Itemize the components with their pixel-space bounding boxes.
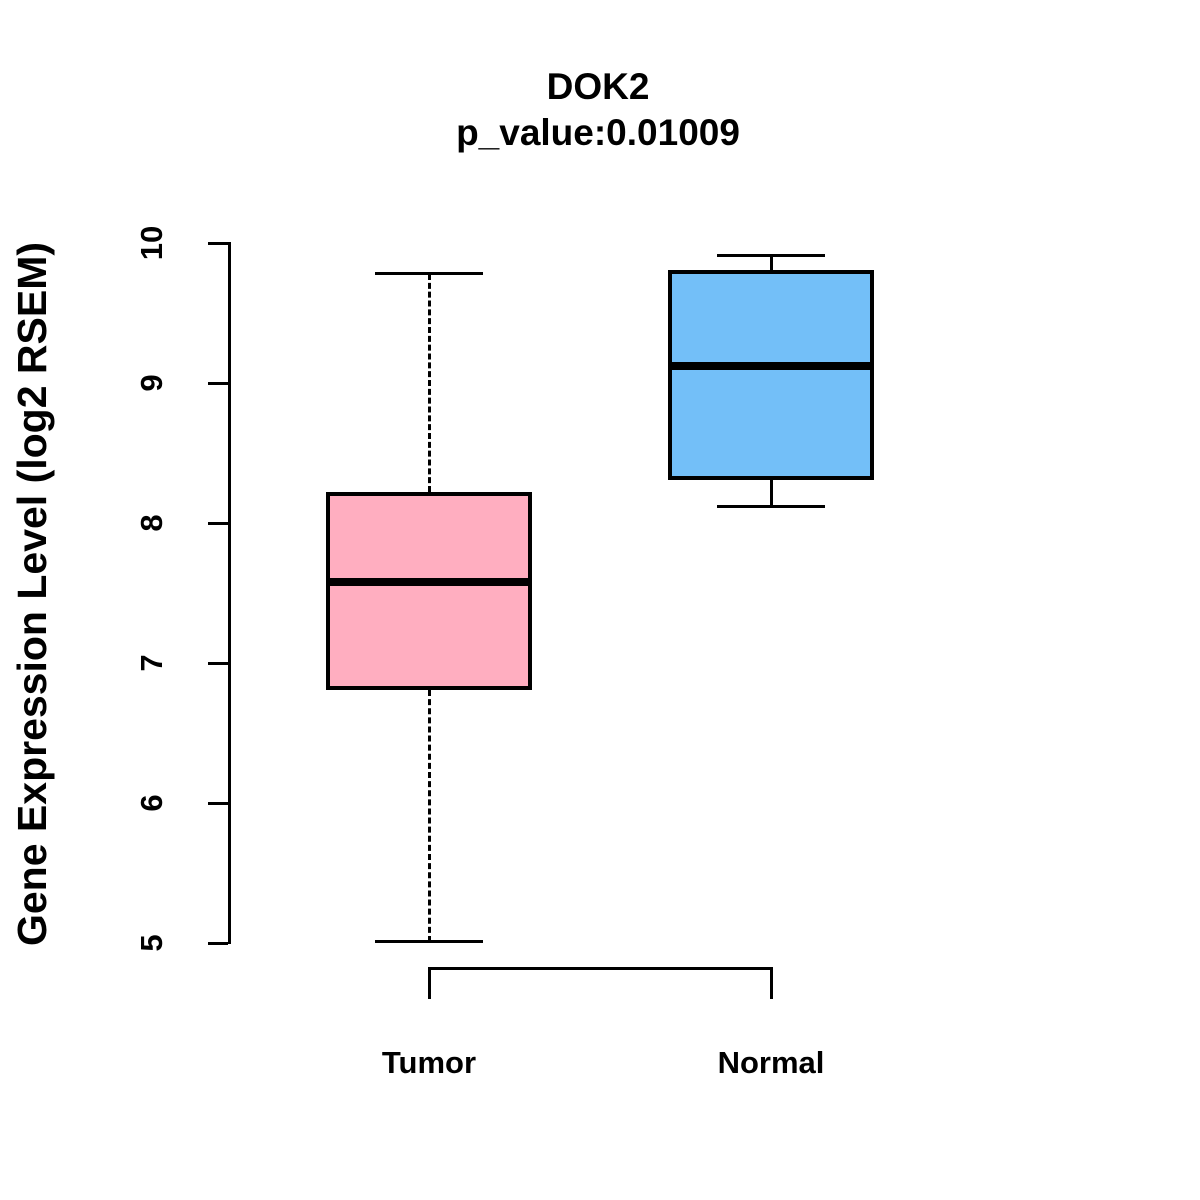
y-axis-tick <box>208 801 228 805</box>
x-tick-label-normal: Normal <box>717 1045 825 1080</box>
y-axis-line <box>228 242 231 944</box>
whisker-cap-bottom-normal <box>717 504 825 508</box>
whisker-upper-tumor <box>427 273 431 493</box>
whisker-lower-tumor <box>427 689 431 942</box>
whisker-cap-bottom-tumor <box>375 940 483 944</box>
y-axis-label: Gene Expression Level (log2 RSEM) <box>9 241 55 947</box>
y-axis-tick <box>208 661 228 665</box>
y-axis-tick <box>208 521 228 525</box>
y-axis-tick <box>208 241 228 245</box>
chart-subtitle: p_value:0.01009 <box>456 112 740 153</box>
y-axis-tick-label: 7 <box>134 654 169 672</box>
y-axis-tick-label: 8 <box>134 514 169 532</box>
y-axis-tick-label: 5 <box>134 934 169 952</box>
y-axis-tick-label: 9 <box>134 374 169 392</box>
whisker-cap-top-normal <box>717 254 825 258</box>
y-axis-tick-label: 6 <box>134 794 169 812</box>
x-tick-label-tumor: Tumor <box>381 1045 477 1080</box>
whisker-cap-top-tumor <box>375 272 483 276</box>
box-normal <box>668 269 874 480</box>
y-axis-tick <box>208 381 228 385</box>
y-axis-tick-label: 10 <box>134 225 169 261</box>
x-axis-line <box>427 967 773 970</box>
y-axis-tick <box>208 941 228 945</box>
box-tumor <box>326 492 532 690</box>
median-line-tumor <box>330 577 528 586</box>
whisker-upper-normal <box>769 255 773 270</box>
whisker-lower-normal <box>769 479 773 507</box>
median-line-normal <box>672 362 870 371</box>
x-axis-tick <box>769 967 773 999</box>
x-axis-tick <box>427 967 431 999</box>
chart-title: DOK2 <box>546 66 650 107</box>
